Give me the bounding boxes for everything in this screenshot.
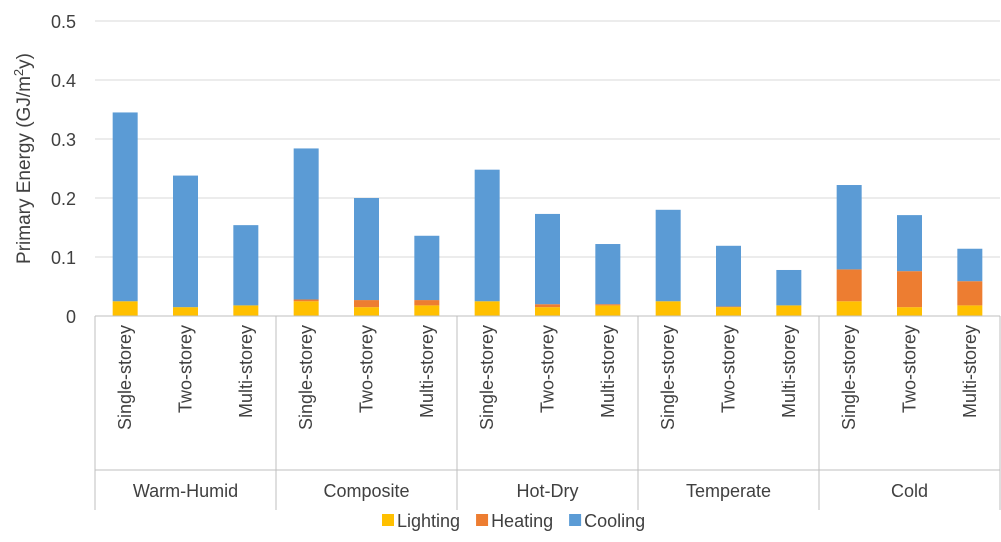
- bar-lighting: [776, 305, 802, 316]
- bar-lighting: [233, 305, 259, 316]
- bar-lighting: [112, 301, 138, 316]
- x-group-label: Hot-Dry: [517, 481, 579, 501]
- bar-lighting: [716, 307, 741, 316]
- bar-cooling: [836, 185, 862, 270]
- x-category-label: Single-storey: [477, 325, 497, 430]
- bar-lighting: [897, 307, 922, 316]
- x-group-label: Temperate: [686, 481, 771, 501]
- x-category-label: Single-storey: [658, 325, 678, 430]
- y-tick-label: 0.2: [51, 189, 76, 209]
- y-tick-label: 0: [66, 307, 76, 327]
- legend-label: Lighting: [397, 511, 460, 531]
- bar-cooling: [776, 269, 802, 306]
- bar-cooling: [535, 213, 560, 305]
- x-category-label: Single-storey: [296, 325, 316, 430]
- x-group-label: Composite: [323, 481, 409, 501]
- bar-lighting: [354, 307, 379, 316]
- bar-cooling: [414, 235, 440, 301]
- bar-cooling: [595, 244, 621, 305]
- x-category-label: Two-storey: [357, 325, 377, 413]
- bar-heating: [535, 304, 560, 308]
- bar-heating: [414, 300, 440, 306]
- x-category-label: Two-storey: [538, 325, 558, 413]
- x-category-label: Two-storey: [176, 325, 196, 413]
- bar-lighting: [957, 305, 983, 316]
- legend-label: Cooling: [584, 511, 645, 531]
- bar-cooling: [293, 148, 319, 300]
- bar-cooling: [354, 198, 379, 301]
- bar-lighting: [836, 301, 862, 316]
- x-category-label: Single-storey: [115, 325, 135, 430]
- bar-lighting: [414, 305, 440, 316]
- bar-cooling: [474, 169, 500, 302]
- bar-cooling: [112, 112, 138, 302]
- x-category-label: Two-storey: [900, 325, 920, 413]
- x-category-label: Single-storey: [839, 325, 859, 430]
- y-axis-title: Primary Energy (GJ/m2y): [11, 53, 35, 264]
- bar-heating: [595, 304, 621, 306]
- x-category-label: Multi-storey: [236, 325, 256, 418]
- bar-heating: [897, 271, 922, 308]
- bar-heating: [293, 299, 319, 302]
- legend-swatch-lighting: [382, 514, 394, 526]
- bar-heating: [716, 306, 741, 308]
- y-tick-label: 0.5: [51, 12, 76, 32]
- x-group-label: Cold: [891, 481, 928, 501]
- bar-cooling: [655, 209, 681, 302]
- bar-lighting: [655, 301, 681, 316]
- y-tick-label: 0.3: [51, 130, 76, 150]
- x-category-label: Multi-storey: [598, 325, 618, 418]
- x-category-label: Two-storey: [719, 325, 739, 413]
- y-tick-label: 0.4: [51, 71, 76, 91]
- bar-cooling: [173, 175, 198, 308]
- bar-lighting: [293, 301, 319, 316]
- bar-cooling: [716, 245, 741, 307]
- x-category-label: Multi-storey: [960, 325, 980, 418]
- bar-heating: [354, 300, 379, 308]
- bar-heating: [836, 269, 862, 302]
- bar-heating: [957, 281, 983, 306]
- x-category-label: Multi-storey: [779, 325, 799, 418]
- x-group-label: Warm-Humid: [133, 481, 238, 501]
- bar-lighting: [535, 307, 560, 316]
- y-tick-label: 0.1: [51, 248, 76, 268]
- bar-lighting: [474, 301, 500, 316]
- bar-cooling: [957, 248, 983, 282]
- bar-lighting: [595, 305, 621, 316]
- legend-swatch-cooling: [569, 514, 582, 526]
- legend-label: Heating: [491, 511, 553, 531]
- bar-cooling: [897, 215, 922, 272]
- bar-cooling: [233, 225, 259, 306]
- x-category-label: Multi-storey: [417, 325, 437, 418]
- legend-swatch-heating: [476, 514, 489, 526]
- bar-lighting: [173, 307, 198, 316]
